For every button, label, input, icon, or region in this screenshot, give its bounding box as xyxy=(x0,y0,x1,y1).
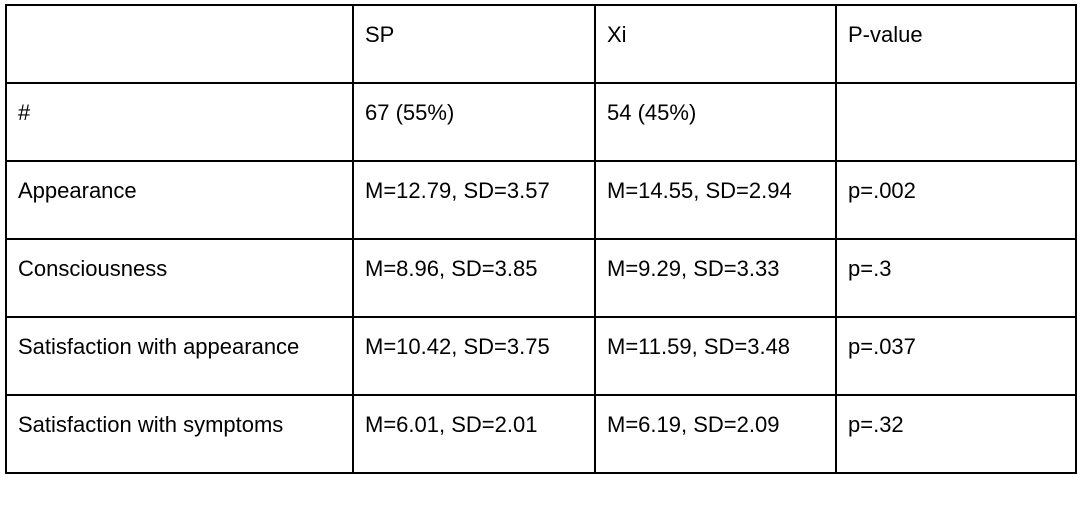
table-cell: M=11.59, SD=3.48 xyxy=(594,316,837,396)
table-cell: M=9.29, SD=3.33 xyxy=(594,238,837,318)
row-label: Appearance xyxy=(5,160,354,240)
header-cell: Xi xyxy=(594,4,837,84)
table-cell: p=.3 xyxy=(835,238,1077,318)
row-label: # xyxy=(5,82,354,162)
table-cell: p=.32 xyxy=(835,394,1077,474)
table-cell: M=8.96, SD=3.85 xyxy=(352,238,596,318)
table-cell: M=6.19, SD=2.09 xyxy=(594,394,837,474)
header-cell: P-value xyxy=(835,4,1077,84)
row-label: Satisfaction with symptoms xyxy=(5,394,354,474)
table-row: #67 (55%) 54 (45%) xyxy=(5,82,1077,162)
table-cell: M=12.79, SD=3.57 xyxy=(352,160,596,240)
header-row: SP Xi P-value xyxy=(5,4,1077,84)
table-cell: p=.037 xyxy=(835,316,1077,396)
table-row: Consciousness M=8.96, SD=3.85 M=9.29, SD=3… xyxy=(5,238,1077,318)
table-cell: M=6.01, SD=2.01 xyxy=(352,394,596,474)
data-table: SP Xi P-value #67 (55%) 54 (45%) Appearance M=… xyxy=(5,4,1077,474)
table-row: Satisfaction with symptoms M=6.01, SD=2.0… xyxy=(5,394,1077,474)
table-cell xyxy=(835,82,1077,162)
table-body: SP Xi P-value #67 (55%) 54 (45%) Appearance M=… xyxy=(5,4,1077,474)
table-cell: p=.002 xyxy=(835,160,1077,240)
table-cell: M=14.55, SD=2.94 xyxy=(594,160,837,240)
header-cell: SP xyxy=(352,4,596,84)
header-cell xyxy=(5,4,354,84)
table-cell: 67 (55%) xyxy=(352,82,596,162)
table-cell: 54 (45%) xyxy=(594,82,837,162)
row-label: Consciousness xyxy=(5,238,354,318)
table-row: Appearance M=12.79, SD=3.57 M=14.55, SD=2.… xyxy=(5,160,1077,240)
table-row: Satisfaction with appearance M=10.42, SD=… xyxy=(5,316,1077,396)
row-label: Satisfaction with appearance xyxy=(5,316,354,396)
table-cell: M=10.42, SD=3.75 xyxy=(352,316,596,396)
